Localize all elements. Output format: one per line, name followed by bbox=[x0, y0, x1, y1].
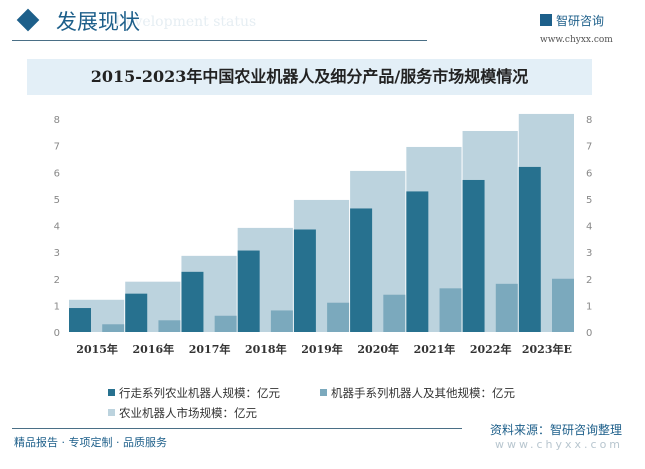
legend-label: 行走系列农业机器人规模：亿元 bbox=[119, 386, 280, 400]
logo-name: 智研咨询 bbox=[556, 14, 605, 28]
bar-arm bbox=[158, 320, 181, 332]
footer-divider bbox=[12, 428, 462, 429]
bar-arm bbox=[327, 302, 350, 332]
y-tick-right: 8 bbox=[586, 115, 592, 126]
footer-source: 资料来源：智研咨询整理 bbox=[490, 423, 623, 437]
y-tick-left: 5 bbox=[54, 195, 60, 206]
x-tick-label: 2016年 bbox=[133, 342, 175, 356]
legend-item-walking: 行走系列农业机器人规模：亿元 bbox=[108, 385, 280, 401]
footer-slogan: 精品报告 · 专项定制 · 品质服务 bbox=[14, 436, 167, 449]
x-tick-label: 2023年E bbox=[522, 342, 572, 356]
legend-swatch bbox=[108, 409, 115, 416]
x-tick-label: 2017年 bbox=[189, 342, 231, 356]
bar-walking bbox=[462, 179, 485, 332]
chart-title: 2015-2023年中国农业机器人及细分产品/服务市场规模情况 bbox=[27, 59, 592, 95]
legend-swatch bbox=[320, 389, 327, 396]
y-tick-left: 1 bbox=[54, 301, 60, 312]
y-tick-left: 3 bbox=[54, 248, 60, 259]
y-tick-left: 4 bbox=[54, 222, 60, 233]
header-subtitle: Development status bbox=[115, 14, 257, 30]
y-tick-right: 7 bbox=[586, 142, 592, 153]
y-tick-right: 2 bbox=[586, 275, 592, 286]
legend-swatch bbox=[108, 389, 115, 396]
legend-item-market: 农业机器人市场规模：亿元 bbox=[108, 405, 257, 421]
bar-walking bbox=[293, 229, 316, 332]
x-tick-label: 2015年 bbox=[76, 342, 118, 356]
bar-walking bbox=[406, 191, 429, 332]
y-tick-left: 0 bbox=[54, 328, 60, 339]
bar-arm bbox=[214, 315, 237, 332]
bar-walking bbox=[181, 271, 204, 332]
bar-arm bbox=[439, 288, 462, 332]
logo-url: www.chyxx.com bbox=[540, 35, 613, 45]
legend-label: 农业机器人市场规模：亿元 bbox=[119, 406, 257, 420]
y-tick-right: 0 bbox=[586, 328, 592, 339]
y-tick-right: 4 bbox=[586, 222, 592, 233]
bar-arm bbox=[102, 324, 125, 332]
y-tick-right: 3 bbox=[586, 248, 592, 259]
bar-walking bbox=[518, 166, 541, 332]
x-tick-label: 2019年 bbox=[301, 342, 343, 356]
bar-arm bbox=[552, 278, 574, 332]
x-tick-label: 2020年 bbox=[357, 342, 399, 356]
y-tick-left: 6 bbox=[54, 168, 60, 179]
logo-icon bbox=[540, 14, 552, 26]
header-title: 发展现状 bbox=[56, 10, 140, 34]
bar-walking bbox=[69, 308, 91, 332]
x-tick-label: 2022年 bbox=[470, 342, 512, 356]
logo: 智研咨询 bbox=[540, 12, 604, 29]
y-tick-left: 7 bbox=[54, 142, 60, 153]
header-divider bbox=[12, 40, 427, 41]
y-tick-left: 8 bbox=[54, 115, 60, 126]
y-tick-right: 5 bbox=[586, 195, 592, 206]
bar-arm bbox=[495, 283, 518, 332]
bar-arm bbox=[383, 294, 406, 332]
footer-url: www.chyxx.com bbox=[495, 438, 624, 451]
bar-walking bbox=[125, 293, 148, 332]
bar-walking bbox=[237, 250, 260, 332]
legend-item-arm: 机器手系列机器人及其他规模：亿元 bbox=[320, 385, 515, 401]
y-tick-right: 6 bbox=[586, 168, 592, 179]
x-tick-label: 2018年 bbox=[245, 342, 287, 356]
y-tick-right: 1 bbox=[586, 301, 592, 312]
y-tick-left: 2 bbox=[54, 275, 60, 286]
x-tick-label: 2021年 bbox=[414, 342, 456, 356]
legend-label: 机器手系列机器人及其他规模：亿元 bbox=[331, 386, 515, 400]
bar-walking bbox=[350, 208, 373, 332]
bar-arm bbox=[270, 310, 293, 332]
